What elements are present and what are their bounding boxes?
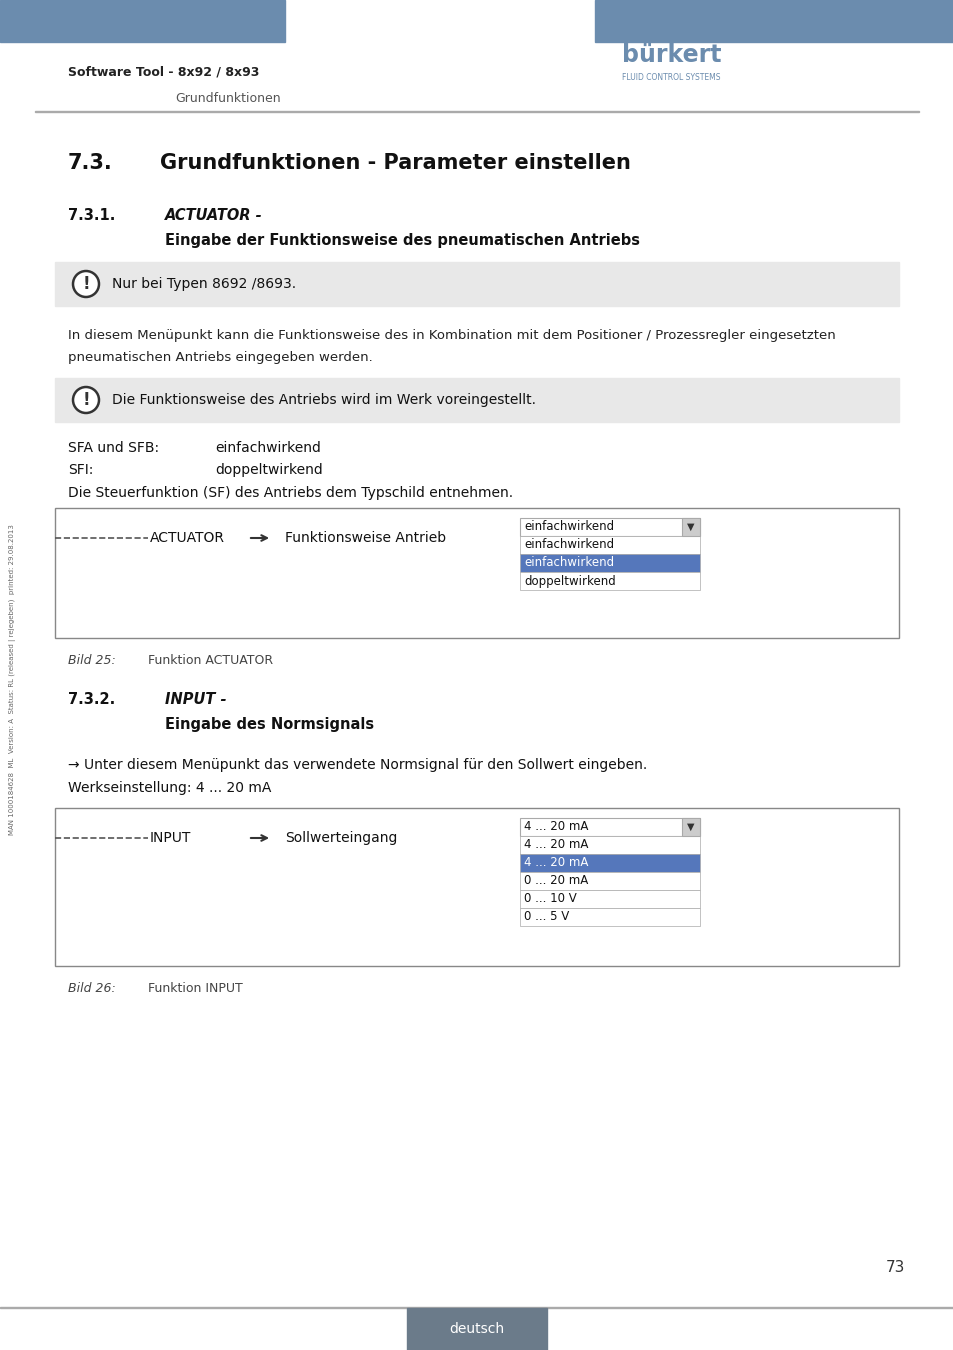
Bar xyxy=(55,378,898,423)
Text: 0 ... 10 V: 0 ... 10 V xyxy=(523,892,577,906)
Text: Bild 26:: Bild 26: xyxy=(68,981,115,995)
Text: → Unter diesem Menüpunkt das verwendete Normsignal für den Sollwert eingeben.: → Unter diesem Menüpunkt das verwendete … xyxy=(68,757,646,772)
Text: pneumatischen Antriebs eingegeben werden.: pneumatischen Antriebs eingegeben werden… xyxy=(68,351,373,363)
Circle shape xyxy=(73,387,99,413)
Text: 4 ... 20 mA: 4 ... 20 mA xyxy=(523,838,588,852)
Bar xyxy=(519,890,700,909)
Text: ▼: ▼ xyxy=(686,822,694,832)
Bar xyxy=(0,1307,953,1308)
Bar xyxy=(407,1308,546,1350)
Text: 4 ... 20 mA: 4 ... 20 mA xyxy=(523,856,588,869)
Bar xyxy=(55,262,898,306)
Text: 4 ... 20 mA: 4 ... 20 mA xyxy=(523,821,588,833)
Bar xyxy=(55,508,898,639)
Text: 7.3.1.: 7.3.1. xyxy=(68,208,115,223)
Text: einfachwirkend: einfachwirkend xyxy=(523,556,614,570)
Bar xyxy=(55,809,898,967)
Text: Grundfunktionen - Parameter einstellen: Grundfunktionen - Parameter einstellen xyxy=(160,153,630,173)
Text: 73: 73 xyxy=(884,1261,903,1276)
Text: 0 ... 20 mA: 0 ... 20 mA xyxy=(523,875,588,887)
Text: INPUT: INPUT xyxy=(150,832,192,845)
Circle shape xyxy=(73,271,99,297)
Text: Eingabe der Funktionsweise des pneumatischen Antriebs: Eingabe der Funktionsweise des pneumatis… xyxy=(165,232,639,247)
Text: doppeltwirkend: doppeltwirkend xyxy=(214,463,322,477)
Text: ACTUATOR: ACTUATOR xyxy=(150,531,225,545)
Text: !: ! xyxy=(82,392,90,409)
Text: ACTUATOR -: ACTUATOR - xyxy=(165,208,262,223)
Text: Bild 25:: Bild 25: xyxy=(68,653,115,667)
Bar xyxy=(629,24,636,30)
Text: doppeltwirkend: doppeltwirkend xyxy=(523,575,615,587)
Text: INPUT -: INPUT - xyxy=(165,693,227,707)
Text: In diesem Menüpunkt kann die Funktionsweise des in Kombination mit dem Positione: In diesem Menüpunkt kann die Funktionswe… xyxy=(68,328,835,342)
Text: einfachwirkend: einfachwirkend xyxy=(523,539,614,552)
Text: 7.3.: 7.3. xyxy=(68,153,112,173)
Text: !: ! xyxy=(82,275,90,293)
Bar xyxy=(519,518,700,536)
Bar xyxy=(519,836,700,855)
Text: Eingabe des Normsignals: Eingabe des Normsignals xyxy=(165,717,374,733)
Bar xyxy=(638,24,667,30)
Text: Sollwerteingang: Sollwerteingang xyxy=(285,832,397,845)
Text: 7.3.2.: 7.3.2. xyxy=(68,693,115,707)
Bar xyxy=(595,0,953,42)
Text: Nur bei Typen 8692 /8693.: Nur bei Typen 8692 /8693. xyxy=(112,277,295,292)
Text: bürkert: bürkert xyxy=(621,43,720,68)
Text: einfachwirkend: einfachwirkend xyxy=(214,441,320,455)
Text: Funktion ACTUATOR: Funktion ACTUATOR xyxy=(148,653,273,667)
Text: einfachwirkend: einfachwirkend xyxy=(523,521,614,533)
Bar xyxy=(519,909,700,926)
Text: ▼: ▼ xyxy=(686,522,694,532)
Bar xyxy=(519,572,700,590)
Bar xyxy=(681,518,700,536)
Bar xyxy=(0,0,285,42)
Text: SFA und SFB:: SFA und SFB: xyxy=(68,441,159,455)
Bar xyxy=(519,855,700,872)
Text: MAN 1000184628  ML  Version: A  Status: RL (released | rejegeben)  printed: 29.0: MAN 1000184628 ML Version: A Status: RL … xyxy=(10,525,16,836)
Text: Funktion INPUT: Funktion INPUT xyxy=(148,981,242,995)
Bar xyxy=(519,872,700,890)
Bar xyxy=(519,536,700,554)
Text: SFI:: SFI: xyxy=(68,463,93,477)
Text: Die Steuerfunktion (SF) des Antriebs dem Typschild entnehmen.: Die Steuerfunktion (SF) des Antriebs dem… xyxy=(68,486,513,500)
Text: Software Tool - 8x92 / 8x93: Software Tool - 8x92 / 8x93 xyxy=(68,66,259,78)
Text: Die Funktionsweise des Antriebs wird im Werk voreingestellt.: Die Funktionsweise des Antriebs wird im … xyxy=(112,393,536,406)
Text: Werkseinstellung: 4 ... 20 mA: Werkseinstellung: 4 ... 20 mA xyxy=(68,782,271,795)
Text: FLUID CONTROL SYSTEMS: FLUID CONTROL SYSTEMS xyxy=(621,73,720,82)
Bar xyxy=(519,818,700,836)
Text: Grundfunktionen: Grundfunktionen xyxy=(174,92,280,104)
Text: Funktionsweise Antrieb: Funktionsweise Antrieb xyxy=(285,531,446,545)
Text: deutsch: deutsch xyxy=(449,1322,504,1336)
Bar xyxy=(519,554,700,572)
Bar xyxy=(621,24,627,30)
Bar xyxy=(681,818,700,836)
Text: 0 ... 5 V: 0 ... 5 V xyxy=(523,910,569,923)
